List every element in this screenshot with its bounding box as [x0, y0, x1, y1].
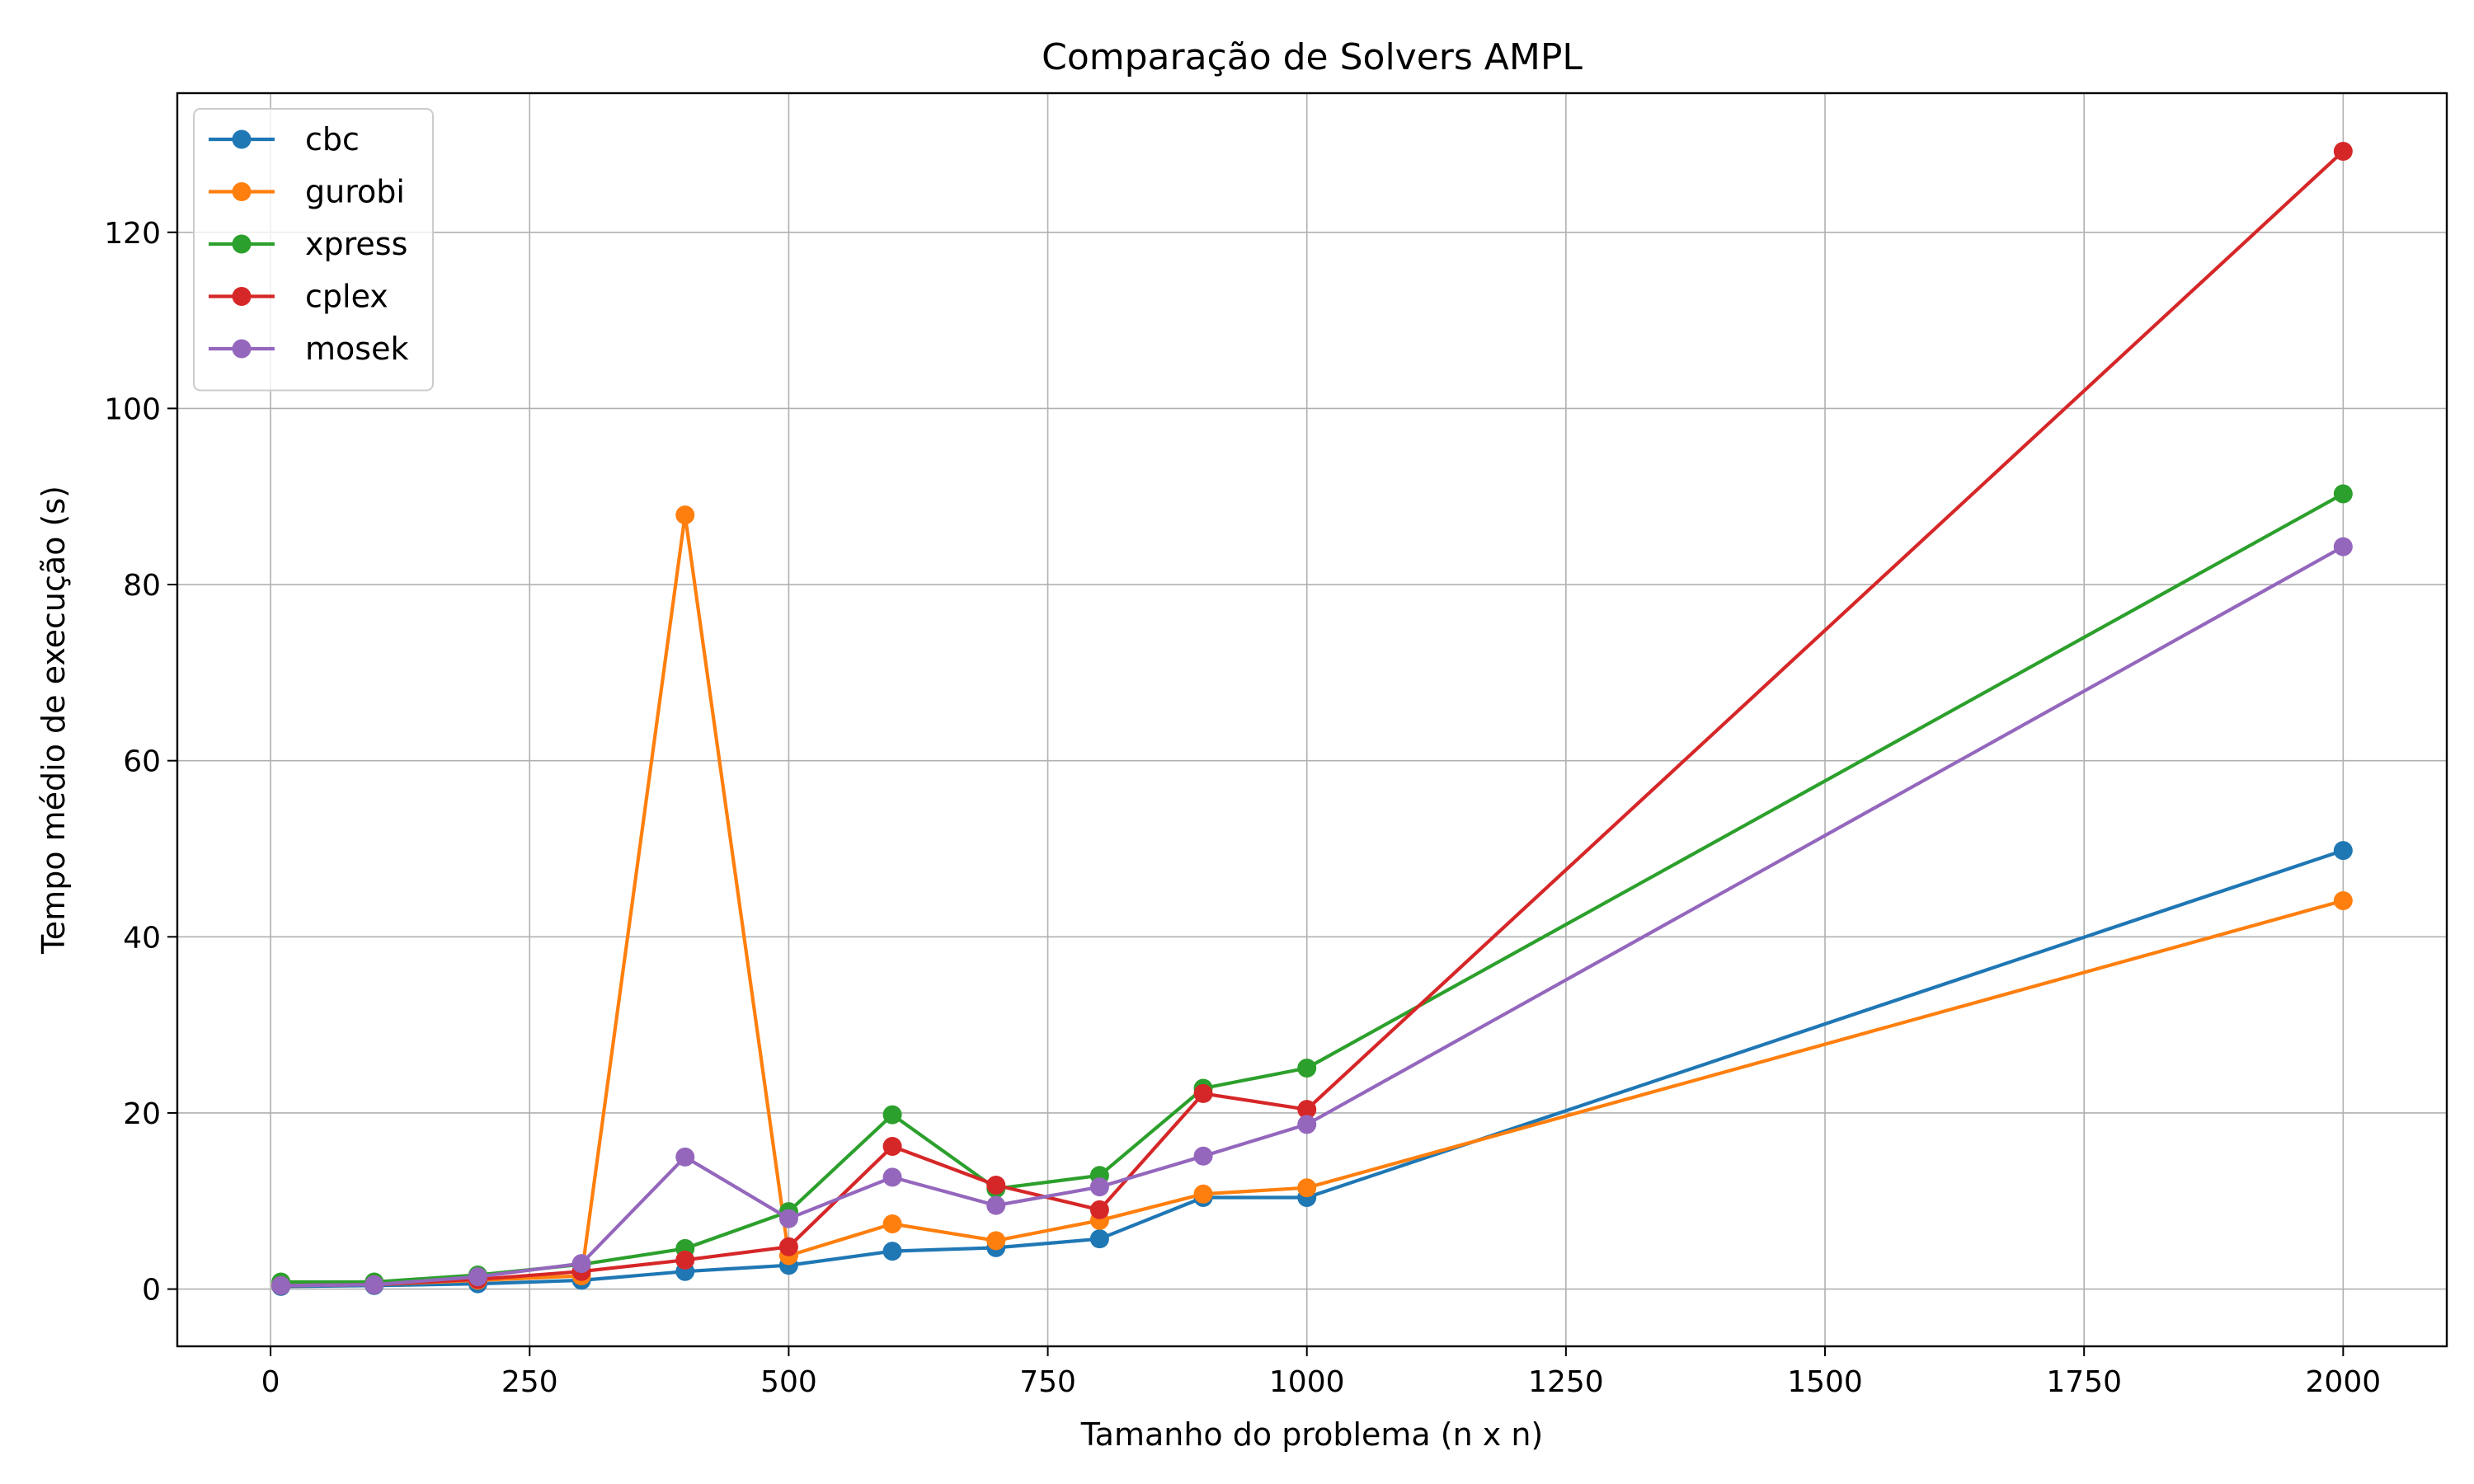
data-point-xpress	[2333, 484, 2353, 504]
data-point-mosek	[468, 1267, 487, 1287]
data-point-mosek	[675, 1147, 695, 1167]
legend-item-cbc: cbc	[209, 121, 360, 157]
y-tick-label: 60	[123, 745, 161, 779]
data-point-mosek	[571, 1254, 591, 1274]
legend-item-mosek: mosek	[209, 331, 408, 367]
data-point-mosek	[986, 1195, 1006, 1215]
plot-frame	[176, 92, 2448, 1348]
x-tick-label: 2000	[2306, 1365, 2382, 1399]
data-point-cplex	[986, 1176, 1006, 1195]
series-layer	[271, 141, 2353, 1296]
data-point-mosek	[365, 1275, 384, 1294]
data-point-mosek	[2333, 537, 2353, 556]
series-line-mosek	[280, 545, 2345, 1288]
x-tick-label: 0	[261, 1365, 280, 1399]
x-tick-label: 1000	[1269, 1365, 1345, 1399]
series-line-xpress	[280, 492, 2345, 1284]
data-point-cplex	[675, 1250, 695, 1270]
y-tick-label: 120	[104, 217, 161, 251]
legend-label: cplex	[305, 279, 388, 315]
y-tick-label: 100	[104, 392, 161, 426]
data-point-mosek	[271, 1275, 291, 1295]
data-point-gurobi	[675, 505, 695, 525]
x-tick-label: 250	[501, 1365, 558, 1399]
x-tick-label: 1500	[1787, 1365, 1863, 1399]
data-point-mosek	[778, 1209, 798, 1228]
series-mosek	[271, 537, 2353, 1295]
legend-label: gurobi	[305, 174, 405, 210]
x-axis-label: Tamanho do problema (n x n)	[1080, 1416, 1544, 1453]
data-point-mosek	[1089, 1177, 1109, 1197]
legend-label: cbc	[305, 121, 360, 157]
y-tick-label: 20	[123, 1097, 161, 1131]
data-point-gurobi	[986, 1231, 1006, 1251]
legend-marker	[232, 129, 252, 149]
data-point-cplex	[1297, 1100, 1317, 1120]
data-point-cbc	[1089, 1229, 1109, 1249]
legend-box	[193, 108, 434, 392]
y-tick-label: 80	[123, 569, 161, 603]
data-point-cplex	[778, 1237, 798, 1256]
data-point-mosek	[1193, 1146, 1213, 1166]
axis-ticks: 0 250 500 750 1000 1250 1500 1750 2000 0 20 40 60 80 1…	[104, 217, 2381, 1399]
x-tick-label: 750	[1019, 1365, 1076, 1399]
legend-item-gurobi: gurobi	[209, 174, 405, 210]
series-line-cbc	[280, 848, 2344, 1289]
data-point-cplex	[882, 1137, 902, 1157]
y-tick-label: 0	[142, 1274, 161, 1308]
legend-label: xpress	[305, 226, 407, 262]
chart-title: Comparação de Solvers AMPL	[1042, 36, 1583, 78]
legend-marker	[232, 234, 252, 254]
legend-marker	[232, 287, 252, 306]
legend-item-cplex: cplex	[209, 279, 388, 315]
x-tick-label: 500	[760, 1365, 817, 1399]
data-point-xpress	[882, 1105, 902, 1125]
data-point-gurobi	[882, 1214, 902, 1234]
legend-marker	[232, 182, 252, 201]
data-point-cbc	[2333, 841, 2353, 861]
data-point-gurobi	[1193, 1184, 1213, 1204]
data-point-gurobi	[1297, 1178, 1317, 1198]
data-point-cplex	[2333, 141, 2353, 161]
x-tick-label: 1750	[2046, 1365, 2122, 1399]
y-axis-label: Tempo médio de execução (s)	[35, 486, 72, 955]
data-point-cbc	[882, 1242, 902, 1261]
x-tick-label: 1250	[1528, 1365, 1604, 1399]
data-point-xpress	[1297, 1058, 1317, 1078]
legend: cbc gurobi xpress cplex mosek	[193, 108, 434, 392]
legend-item-xpress: xpress	[209, 226, 407, 262]
data-point-mosek	[1297, 1115, 1317, 1134]
data-point-cplex	[1193, 1083, 1213, 1103]
legend-marker	[232, 339, 252, 359]
data-point-gurobi	[2333, 891, 2353, 911]
legend-label: mosek	[305, 331, 408, 367]
data-point-mosek	[882, 1167, 902, 1187]
y-tick-label: 40	[123, 921, 161, 955]
data-point-cplex	[1089, 1200, 1109, 1219]
